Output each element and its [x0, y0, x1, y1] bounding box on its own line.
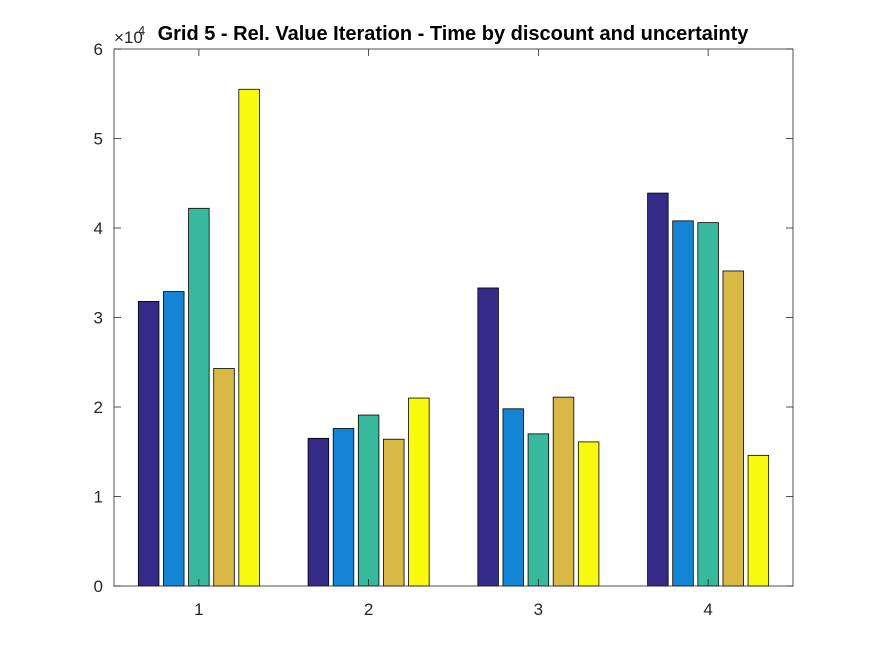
bar-cat-2-series-4: [383, 438, 405, 587]
y-tick-label: 4: [94, 219, 103, 238]
bar-cat-1-series-1: [137, 300, 160, 587]
bar-cat-1-series-4: [213, 368, 235, 587]
y-tick-label: 0: [94, 577, 103, 596]
bar-cat-2-series-3: [357, 414, 380, 587]
bar-cat-3-series-2: [502, 408, 524, 587]
bar-cat-3-series-1: [477, 287, 499, 587]
bar-cat-3-series-5: [577, 441, 600, 587]
y-tick-label: 6: [94, 40, 103, 59]
y-tick-label: 2: [94, 398, 103, 417]
bar-cat-1-series-5: [238, 88, 260, 587]
bar-cat-4-series-2: [672, 220, 694, 587]
y-tick-label: 1: [94, 488, 103, 507]
x-tick-label: 1: [194, 600, 203, 619]
x-tick-label: 3: [534, 600, 543, 619]
bar-cat-1-series-2: [163, 291, 185, 587]
bar-cat-4-series-4: [722, 270, 744, 587]
bar-cat-4-series-3: [697, 222, 719, 587]
bar-cat-2-series-2: [332, 428, 355, 587]
bar-cat-4-series-1: [647, 192, 669, 587]
bar-cat-2-series-5: [408, 397, 430, 587]
y-tick-label: 3: [94, 309, 103, 328]
bars-layer: [137, 88, 770, 587]
x-tick-label: 4: [703, 600, 712, 619]
bar-cat-4-series-5: [747, 454, 770, 587]
y-exponent-base: ×10: [114, 28, 143, 47]
chart-title: Grid 5 - Rel. Value Iteration - Time by …: [158, 23, 750, 45]
y-tick-label: 5: [94, 130, 103, 149]
x-tick-label: 2: [364, 600, 373, 619]
bar-cat-3-series-4: [552, 396, 575, 587]
bar-cat-1-series-3: [188, 207, 210, 587]
bar-cat-3-series-3: [527, 433, 550, 587]
y-exponent: 4: [138, 23, 145, 38]
ticks-layer: 0 1 2 3 4 5 6 1 2 3 4: [94, 40, 793, 619]
bar-cat-2-series-1: [307, 437, 330, 587]
